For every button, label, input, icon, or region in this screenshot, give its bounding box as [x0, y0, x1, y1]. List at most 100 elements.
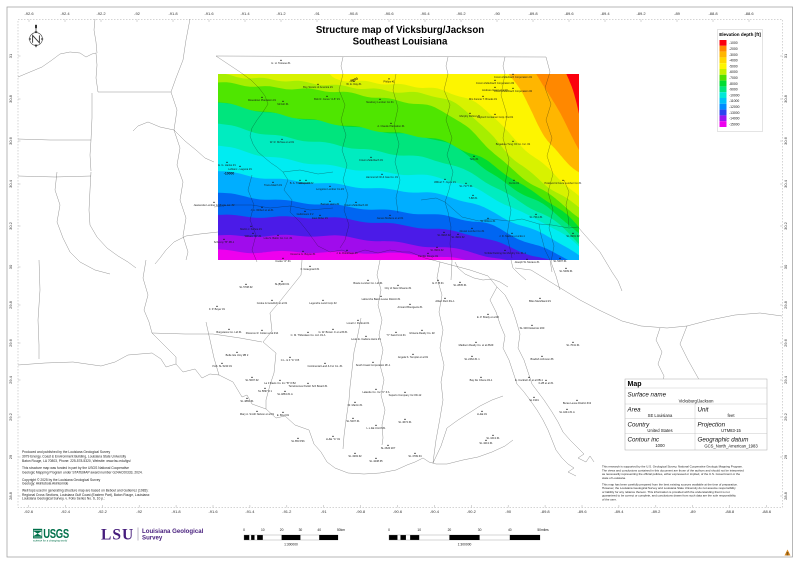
svg-text:Yorlida Packing De Murphy Co.: Yorlida Packing De Murphy Co. #1-1 [484, 251, 526, 255]
svg-text:Well tops used in generating s: Well tops used in generating structure m… [22, 489, 148, 493]
svg-text:Crown Zellerbach Corporation #: Crown Zellerbach Corporation #2 [494, 89, 533, 93]
svg-text:Dr. Martin #1: Dr. Martin #1 [348, 403, 363, 407]
svg-text:-11000: -11000 [729, 99, 739, 103]
svg-text:G. W. Brown Jr et al B #1: G. W. Brown Jr et al B #1 [318, 330, 348, 334]
svg-text:SL 330 Delacroix #20: SL 330 Delacroix #20 [520, 326, 545, 330]
svg-text:Lafourche Basin Levee District: Lafourche Basin Levee District #1 [362, 297, 401, 301]
svg-text:-90.2: -90.2 [456, 11, 466, 16]
svg-text:Vicksburg/Jackson: Vicksburg/Jackson [679, 399, 715, 404]
svg-text:29.4: 29.4 [783, 375, 788, 384]
svg-text:Bowie Lumber Co. Ltd #1: Bowie Lumber Co. Ltd #1 [353, 281, 383, 285]
svg-text:SL 2620 #27: SL 2620 #27 [381, 446, 396, 450]
svg-text:guaranteed to be correct or co: guaranteed to be correct or complete, an… [602, 494, 736, 498]
svg-text:J. A. Wilbert et al #1: J. A. Wilbert et al #1 [250, 208, 274, 212]
svg-text:Bliss Marshland #1: Bliss Marshland #1 [529, 299, 551, 303]
svg-text:-5000: -5000 [349, 77, 359, 84]
svg-text:W. Wilcox #1: W. Wilcox #1 [481, 219, 497, 223]
svg-text:E. Brud #1: E. Brud #1 [277, 413, 290, 417]
svg-text:SL 1613 #1: SL 1613 #1 [486, 436, 500, 440]
svg-text:SL 9918 #2: SL 9918 #2 [437, 233, 451, 237]
svg-text:SL 7041 #1: SL 7041 #1 [566, 343, 580, 347]
svg-text:This research is supported by: This research is supported by the U.S. G… [602, 465, 743, 469]
svg-text:Crown Zellerbach #2: Crown Zellerbach #2 [344, 203, 368, 207]
svg-text:-88.6: -88.6 [762, 509, 772, 514]
svg-text:LSU: LSU [101, 526, 134, 543]
svg-text:However, the Louisiana Geologi: However, the Louisiana Geological Survey… [602, 486, 736, 490]
svg-text:J. E. Robertson #1: J. E. Robertson #1 [336, 251, 358, 255]
svg-text:as necessarily representing th: as necessarily representing the official… [602, 472, 740, 476]
svg-text:Barnett Heirs #1: Barnett Heirs #1 [321, 202, 340, 206]
svg-text:-9000: -9000 [729, 88, 738, 92]
svg-text:-92.6: -92.6 [24, 11, 34, 16]
svg-text:-89.4: -89.4 [614, 509, 624, 514]
svg-text:SL 4863 #1 A: SL 4863 #1 A [277, 392, 293, 396]
svg-text:Ghisera Realty Co. #2: Ghisera Realty Co. #2 [409, 331, 435, 335]
svg-text:Projection: Projection [698, 422, 726, 429]
svg-text:-1000: -1000 [729, 41, 738, 45]
svg-text:30.6: 30.6 [783, 136, 788, 145]
svg-text:or liability for any reliance: or liability for any reliance thereon. T… [602, 490, 730, 494]
svg-text:1:300000: 1:300000 [458, 543, 472, 547]
svg-text:-6000: -6000 [729, 70, 738, 74]
svg-text:SL 4919 #2: SL 4919 #2 [451, 235, 465, 239]
svg-text:Continental Land & Fur Co. #1: Continental Land & Fur Co. #1 [307, 364, 343, 368]
svg-text:SL 5409 #1: SL 5409 #1 [559, 269, 573, 273]
svg-text:Tally #1: Tally #1 [470, 157, 479, 161]
svg-text:Mary A. Smith Nelson et al #1: Mary A. Smith Nelson et al #1 [240, 412, 275, 416]
svg-text:-2000: -2000 [729, 47, 738, 51]
svg-text:-14000: -14000 [729, 117, 740, 121]
svg-text:Geographic datum: Geographic datum [698, 437, 749, 444]
svg-text:United States: United States [647, 428, 672, 433]
svg-text:Contour inc: Contour inc [628, 437, 661, 444]
svg-text:-91: -91 [314, 11, 321, 16]
svg-text:20: 20 [448, 528, 452, 532]
svg-text:B. A. Traichera #1: B. A. Traichera #1 [290, 181, 311, 185]
svg-text:SL 5207 #1: SL 5207 #1 [346, 419, 360, 423]
svg-text:City of New Orleans #1: City of New Orleans #1 [385, 286, 412, 290]
svg-text:SE Louisiana: SE Louisiana [648, 413, 673, 418]
svg-text:-12000: -12000 [729, 105, 740, 109]
svg-text:-92.4: -92.4 [61, 509, 71, 514]
svg-text:SL(B)240 #1: SL(B)240 #1 [275, 282, 290, 286]
svg-text:50miles: 50miles [537, 528, 549, 532]
svg-text:"V" Sand Unit #1: "V" Sand Unit #1 [386, 333, 406, 337]
svg-text:Wilbert "W" #1: Wilbert "W" #1 [245, 234, 262, 238]
svg-text:LL&E "A" #1: LL&E "A" #1 [326, 437, 341, 441]
svg-text:Albert Ruiz #G-1: Albert Ruiz #G-1 [435, 299, 455, 303]
svg-text:SL 7177 #1: SL 7177 #1 [459, 184, 473, 188]
svg-text:-91.2: -91.2 [282, 509, 292, 514]
svg-text:LL&E #1: LL&E #1 [477, 412, 488, 416]
svg-text:Philips #1: Philips #1 [383, 80, 395, 84]
svg-text:Newbury Lumber Co #1: Newbury Lumber Co #1 [366, 100, 394, 104]
svg-text:-89.6: -89.6 [577, 509, 587, 514]
svg-text:29: 29 [783, 454, 788, 459]
svg-text:East Miller #1: East Miller #1 [312, 216, 328, 220]
svg-text:Angela S. Templet et al #1: Angela S. Templet et al #1 [398, 355, 429, 359]
svg-text:29: 29 [8, 454, 13, 459]
svg-text:29.6: 29.6 [8, 338, 13, 347]
svg-text:-15000: -15000 [729, 122, 740, 126]
svg-text:28.8: 28.8 [783, 491, 788, 500]
svg-text:Bradish Johnson #6: Bradish Johnson #6 [531, 357, 554, 361]
svg-text:-89: -89 [690, 509, 697, 514]
svg-text:-10000: -10000 [224, 172, 235, 176]
svg-text:Armand Bourgeois #1: Armand Bourgeois #1 [397, 305, 423, 309]
svg-text:Geologic Mapping Program under: Geologic Mapping Program under STATEMAP … [22, 471, 143, 475]
svg-text:Area: Area [627, 407, 642, 414]
svg-text:1000: 1000 [655, 443, 665, 448]
svg-text:C.L. & F "A" # B: C.L. & F "A" # B [281, 358, 300, 362]
svg-text:E. G. Hanks #1: E. G. Hanks #1 [218, 163, 236, 167]
svg-text:GCS_North_American_1983: GCS_North_American_1983 [704, 444, 758, 449]
svg-text:SL 2462 #1 1: SL 2462 #1 1 [464, 357, 480, 361]
svg-text:SL 4884 #1: SL 4884 #1 [240, 399, 254, 403]
svg-text:E. P. Brady et al #2: E. P. Brady et al #2 [477, 315, 500, 319]
svg-text:30.4: 30.4 [783, 179, 788, 188]
svg-text:Murphy Rohrer #1: Murphy Rohrer #1 [460, 114, 481, 118]
svg-text:state of Louisiana.: state of Louisiana. [602, 476, 626, 480]
svg-text:Boy Scouts of America #1: Boy Scouts of America #1 [303, 85, 333, 89]
svg-text:SL 4238 #5: SL 4238 #5 [369, 459, 383, 463]
svg-text:10: 10 [417, 528, 421, 532]
svg-text:Superio Company Inc #D-12: Superio Company Inc #D-12 [389, 393, 422, 397]
svg-text:-10000: -10000 [729, 93, 740, 97]
svg-text:-91: -91 [321, 509, 328, 514]
